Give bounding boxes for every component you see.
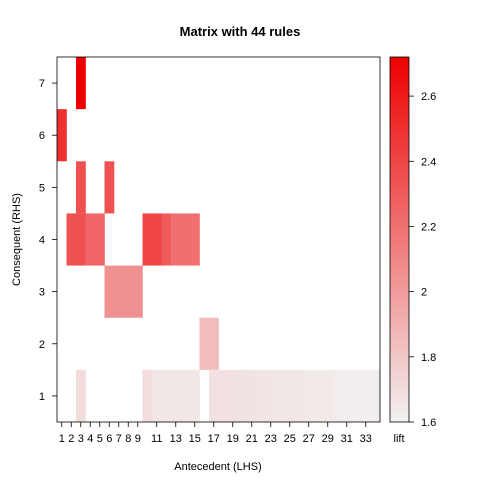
heatmap-cell [76,161,86,214]
colorbar-tick-label: 2 [421,287,427,299]
y-tick-label: 3 [39,287,45,299]
heatmap-cell [152,213,162,266]
heatmap-cell [76,57,86,110]
heatmap-cell [247,369,257,422]
heatmap-cell [76,213,86,266]
heatmap-cell [256,369,267,422]
x-tick-label: 3 [78,433,84,445]
y-axis-ticks: 1 2 3 4 5 6 7 [39,78,57,403]
x-tick-label: 25 [284,433,296,445]
heatmap-cell [95,213,105,266]
x-tick-label: 29 [322,433,334,445]
heatmap-cell [142,369,153,422]
x-tick-label: 9 [135,433,141,445]
x-tick-label: 21 [246,433,258,445]
heatmap-cell [57,109,67,162]
y-axis-label: Consequent (RHS) [11,193,23,286]
colorbar-tick-label: 1.8 [421,352,436,364]
heatmap-cell [85,213,96,266]
heatmap-cell [76,369,86,422]
x-tick-label: 15 [189,433,201,445]
heatmap-cell [152,369,162,422]
heatmap-cell [275,369,286,422]
heatmap-cell [351,369,362,422]
y-tick-label: 1 [39,391,45,403]
y-tick-label: 6 [39,130,45,142]
heatmap-cell [237,369,248,422]
heatmap-cell [66,213,77,266]
heatmap-cell [171,213,181,266]
heatmap-cell [332,369,343,422]
colorbar-tick-label: 2.4 [421,156,436,168]
y-tick-label: 5 [39,182,45,194]
x-tick-label: 19 [227,433,239,445]
x-tick-label: 17 [208,433,220,445]
colorbar [389,56,410,423]
colorbar-tick-label: 2.6 [421,91,436,103]
heatmap-cell [104,265,115,318]
heatmap-cell [123,265,134,318]
x-tick-label: 6 [106,433,112,445]
heatmap-cell [361,369,371,422]
heatmap-cell [323,369,333,422]
heatmap-cell [171,369,181,422]
heatmap-cell [190,369,200,422]
x-tick-label: 7 [116,433,122,445]
x-tick-label: 33 [360,433,372,445]
y-tick-label: 7 [39,78,45,90]
x-tick-label: 2 [68,433,74,445]
colorbar-tick-label: 2.2 [421,221,436,233]
heatmap-cell [294,369,305,422]
heatmap-cell [266,369,276,422]
heatmap-cell [180,369,191,422]
y-tick-label: 2 [39,339,45,351]
heatmap-cell [161,213,172,266]
x-tick-label: 13 [170,433,182,445]
heatmap-cell [180,213,191,266]
heatmap-cell [218,369,229,422]
heatmap-cells [57,57,381,422]
x-tick-label: 27 [303,433,315,445]
colorbar-label: lift [394,433,405,445]
heatmap-cell [209,317,219,370]
x-tick-label: 1 [59,433,65,445]
x-tick-label: 8 [125,433,131,445]
heatmap-cell [209,369,219,422]
heatmap-cell [199,317,210,370]
heatmap-cell [342,369,352,422]
heatmap-cell [161,369,172,422]
y-tick-label: 4 [39,235,45,247]
x-tick-label: 11 [151,433,162,445]
heatmap-cell [304,369,314,422]
heatmap-cell [370,369,381,422]
x-tick-label: 31 [341,433,353,445]
heatmap-cell [114,265,124,318]
heatmap-cell [142,213,153,266]
x-axis-ticks: 1 2 3 4 5 6 7 8 9 11 13 15 17 19 21 23 25 27 29 31 33 [59,422,372,445]
colorbar-tick-label: 1.6 [421,417,436,429]
heatmap-cell [133,265,143,318]
heatmap-cell [285,369,295,422]
heatmap-cell [313,369,324,422]
x-tick-label: 4 [87,433,93,445]
x-tick-label: 5 [97,433,103,445]
x-axis-label: Antecedent (LHS) [174,461,261,473]
heatmap-cell [104,161,115,214]
colorbar-ticks: 1.6 1.8 2 2.2 2.4 2.6 [409,91,436,429]
heatmap-cell [190,213,200,266]
chart-title: Matrix with 44 rules [180,24,301,39]
heatmap-cell [228,369,238,422]
x-tick-label: 23 [265,433,277,445]
